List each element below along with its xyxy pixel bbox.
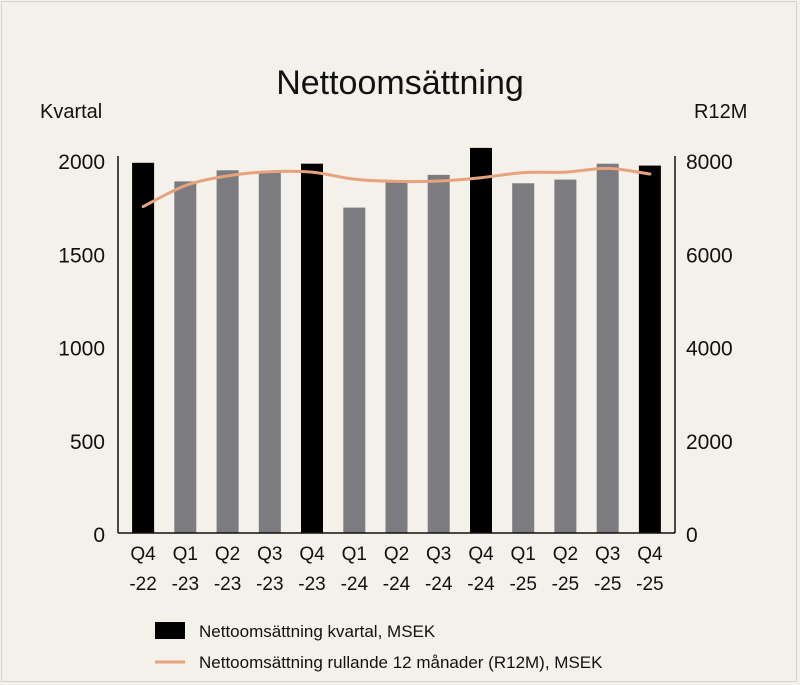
bar-Q3-23 [258, 171, 281, 533]
legend-swatch-bar [155, 622, 185, 639]
x-tick-label-quarter: Q4 [468, 544, 494, 565]
x-tick-label-quarter: Q2 [384, 544, 409, 565]
x-tick-label-year: -25 [552, 574, 579, 595]
x-tick-label-quarter: Q4 [637, 544, 663, 565]
bar-Q3-25 [596, 163, 619, 533]
bar-Q2-23 [216, 170, 239, 534]
x-tick-label-quarter: Q3 [426, 544, 451, 565]
x-tick-label-quarter: Q2 [553, 544, 578, 565]
legend: Nettoomsättning kvartal, MSEK Nettoomsät… [155, 622, 603, 672]
right-tick-label: 8000 [686, 151, 733, 174]
x-tick-label-year: -23 [256, 574, 283, 595]
bar-Q1-23 [174, 181, 197, 533]
x-tick-label-year: -25 [594, 574, 621, 595]
axes-group [117, 156, 676, 534]
x-tick-label-year: -25 [636, 574, 663, 595]
x-tick-label-year: -24 [383, 574, 411, 595]
x-tick-label-year: -24 [341, 574, 369, 595]
bar-Q4-25 [638, 165, 661, 533]
x-tick-label-quarter: Q1 [511, 544, 536, 565]
bar-Q4-22 [132, 162, 155, 534]
bar-Q2-24 [385, 180, 408, 533]
right-tick-label: 4000 [686, 338, 733, 361]
left-axis-label: Kvartal [40, 101, 102, 123]
x-tick-label-quarter: Q1 [342, 544, 367, 565]
x-tick-label-quarter: Q1 [173, 544, 198, 565]
x-tick-label-year: -24 [425, 574, 453, 595]
line-group [141, 166, 652, 209]
left-tick-label: 1500 [58, 244, 105, 267]
chart-title: Nettoomsättning [276, 64, 524, 102]
bar-Q2-25 [554, 179, 577, 533]
left-tick-label: 0 [93, 524, 105, 547]
x-tick-label-year: -25 [509, 574, 536, 595]
right-tick-label: 2000 [686, 431, 733, 454]
right-axis-label: R12M [694, 101, 747, 123]
bar-Q1-25 [512, 183, 535, 534]
x-tick-label-quarter: Q4 [130, 544, 156, 565]
right-tick-label: 0 [686, 524, 698, 547]
x-tick-label-quarter: Q2 [215, 544, 240, 565]
x-tick-label-year: -23 [298, 574, 325, 595]
bar-Q4-24 [470, 147, 492, 533]
bars-group [132, 147, 661, 534]
x-tick-label-quarter: Q3 [595, 544, 620, 565]
legend-label-bar: Nettoomsättning kvartal, MSEK [199, 622, 436, 641]
left-tick-label: 2000 [58, 151, 105, 174]
ticks-group: 0 500 1000 1500 2000 0 2000 4000 6000 8000 Q4 -22 Q1… [58, 151, 732, 595]
x-tick-label-year: -23 [172, 574, 199, 595]
bar-Q3-24 [427, 174, 450, 533]
bar-Q1-24 [343, 207, 366, 533]
legend-label-line: Nettoomsättning rullande 12 månader (R12… [199, 653, 603, 672]
x-tick-label-quarter: Q3 [257, 544, 282, 565]
r12m-line [141, 166, 652, 209]
right-tick-label: 6000 [686, 244, 733, 267]
left-tick-label: 500 [70, 431, 105, 454]
x-tick-label-year: -24 [467, 574, 495, 595]
x-tick-label-year: -23 [214, 574, 241, 595]
x-tick-label-year: -22 [129, 574, 156, 595]
left-tick-label: 1000 [58, 338, 105, 361]
x-tick-label-quarter: Q4 [299, 544, 325, 565]
bar-Q4-23 [301, 163, 323, 533]
